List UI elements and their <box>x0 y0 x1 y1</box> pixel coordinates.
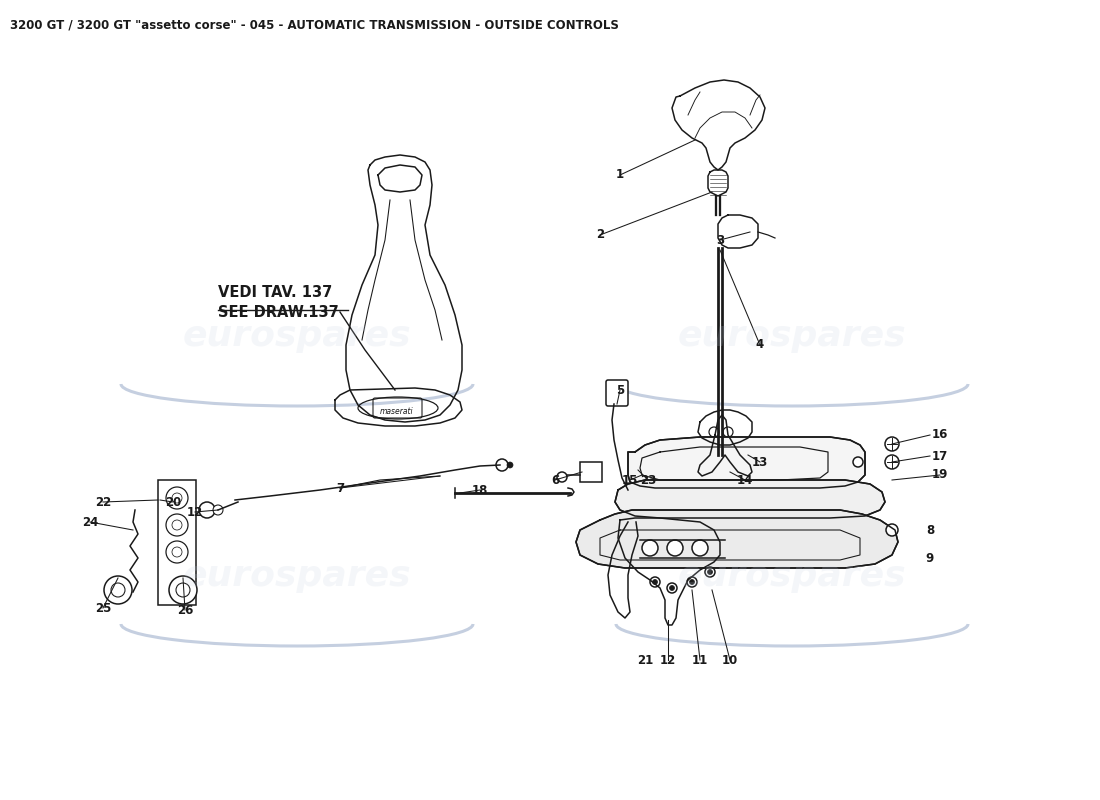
Text: 4: 4 <box>756 338 764 351</box>
Circle shape <box>213 505 223 515</box>
Circle shape <box>690 579 694 585</box>
Circle shape <box>688 577 697 587</box>
Text: 12: 12 <box>187 506 204 518</box>
Text: 18: 18 <box>472 483 488 497</box>
Text: eurospares: eurospares <box>678 319 906 353</box>
Text: 15: 15 <box>621 474 638 486</box>
Bar <box>158 480 196 605</box>
Circle shape <box>886 455 899 469</box>
Circle shape <box>886 524 898 536</box>
Circle shape <box>496 459 508 471</box>
Text: eurospares: eurospares <box>183 559 411 593</box>
Circle shape <box>111 583 125 597</box>
Circle shape <box>557 472 566 482</box>
Circle shape <box>667 540 683 556</box>
Text: 7: 7 <box>336 482 344 494</box>
Text: 9: 9 <box>926 551 934 565</box>
Text: eurospares: eurospares <box>678 559 906 593</box>
Text: 19: 19 <box>932 469 948 482</box>
Text: eurospares: eurospares <box>183 319 411 353</box>
Text: 8: 8 <box>926 523 934 537</box>
Text: VEDI TAV. 137: VEDI TAV. 137 <box>218 285 332 300</box>
Circle shape <box>670 586 674 590</box>
Circle shape <box>169 576 197 604</box>
Polygon shape <box>615 480 886 518</box>
Circle shape <box>710 427 719 437</box>
Circle shape <box>652 579 658 585</box>
Circle shape <box>707 570 713 574</box>
Circle shape <box>642 540 658 556</box>
Text: 6: 6 <box>551 474 559 486</box>
Text: 11: 11 <box>692 654 708 666</box>
Polygon shape <box>628 437 865 488</box>
Circle shape <box>166 541 188 563</box>
Text: 14: 14 <box>737 474 754 486</box>
Circle shape <box>692 540 708 556</box>
FancyBboxPatch shape <box>606 380 628 406</box>
Circle shape <box>852 457 864 467</box>
Text: 16: 16 <box>932 429 948 442</box>
Polygon shape <box>576 510 898 568</box>
Text: 10: 10 <box>722 654 738 666</box>
Text: 22: 22 <box>95 495 111 509</box>
Text: 12: 12 <box>660 654 676 666</box>
Text: 3: 3 <box>716 234 724 246</box>
Circle shape <box>723 427 733 437</box>
Text: 1: 1 <box>616 169 624 182</box>
Circle shape <box>176 583 190 597</box>
Circle shape <box>166 487 188 509</box>
Text: SEE DRAW.137: SEE DRAW.137 <box>218 305 339 320</box>
Circle shape <box>650 577 660 587</box>
Circle shape <box>886 437 899 451</box>
Text: 20: 20 <box>165 495 182 509</box>
Circle shape <box>172 493 182 503</box>
Text: 24: 24 <box>81 515 98 529</box>
Text: 25: 25 <box>95 602 111 614</box>
Text: 23: 23 <box>640 474 656 486</box>
Circle shape <box>667 583 676 593</box>
Text: 26: 26 <box>177 603 194 617</box>
Text: 2: 2 <box>596 229 604 242</box>
Circle shape <box>705 567 715 577</box>
Text: maserati: maserati <box>381 407 414 417</box>
Circle shape <box>199 502 214 518</box>
Text: 5: 5 <box>616 383 624 397</box>
Circle shape <box>172 547 182 557</box>
Text: 17: 17 <box>932 450 948 462</box>
Circle shape <box>166 514 188 536</box>
Circle shape <box>104 576 132 604</box>
Circle shape <box>507 462 513 468</box>
Circle shape <box>172 520 182 530</box>
Text: 13: 13 <box>752 455 768 469</box>
Text: 3200 GT / 3200 GT "assetto corse" - 045 - AUTOMATIC TRANSMISSION - OUTSIDE CONTR: 3200 GT / 3200 GT "assetto corse" - 045 … <box>10 18 619 31</box>
Bar <box>580 462 602 482</box>
Text: 21: 21 <box>637 654 653 666</box>
